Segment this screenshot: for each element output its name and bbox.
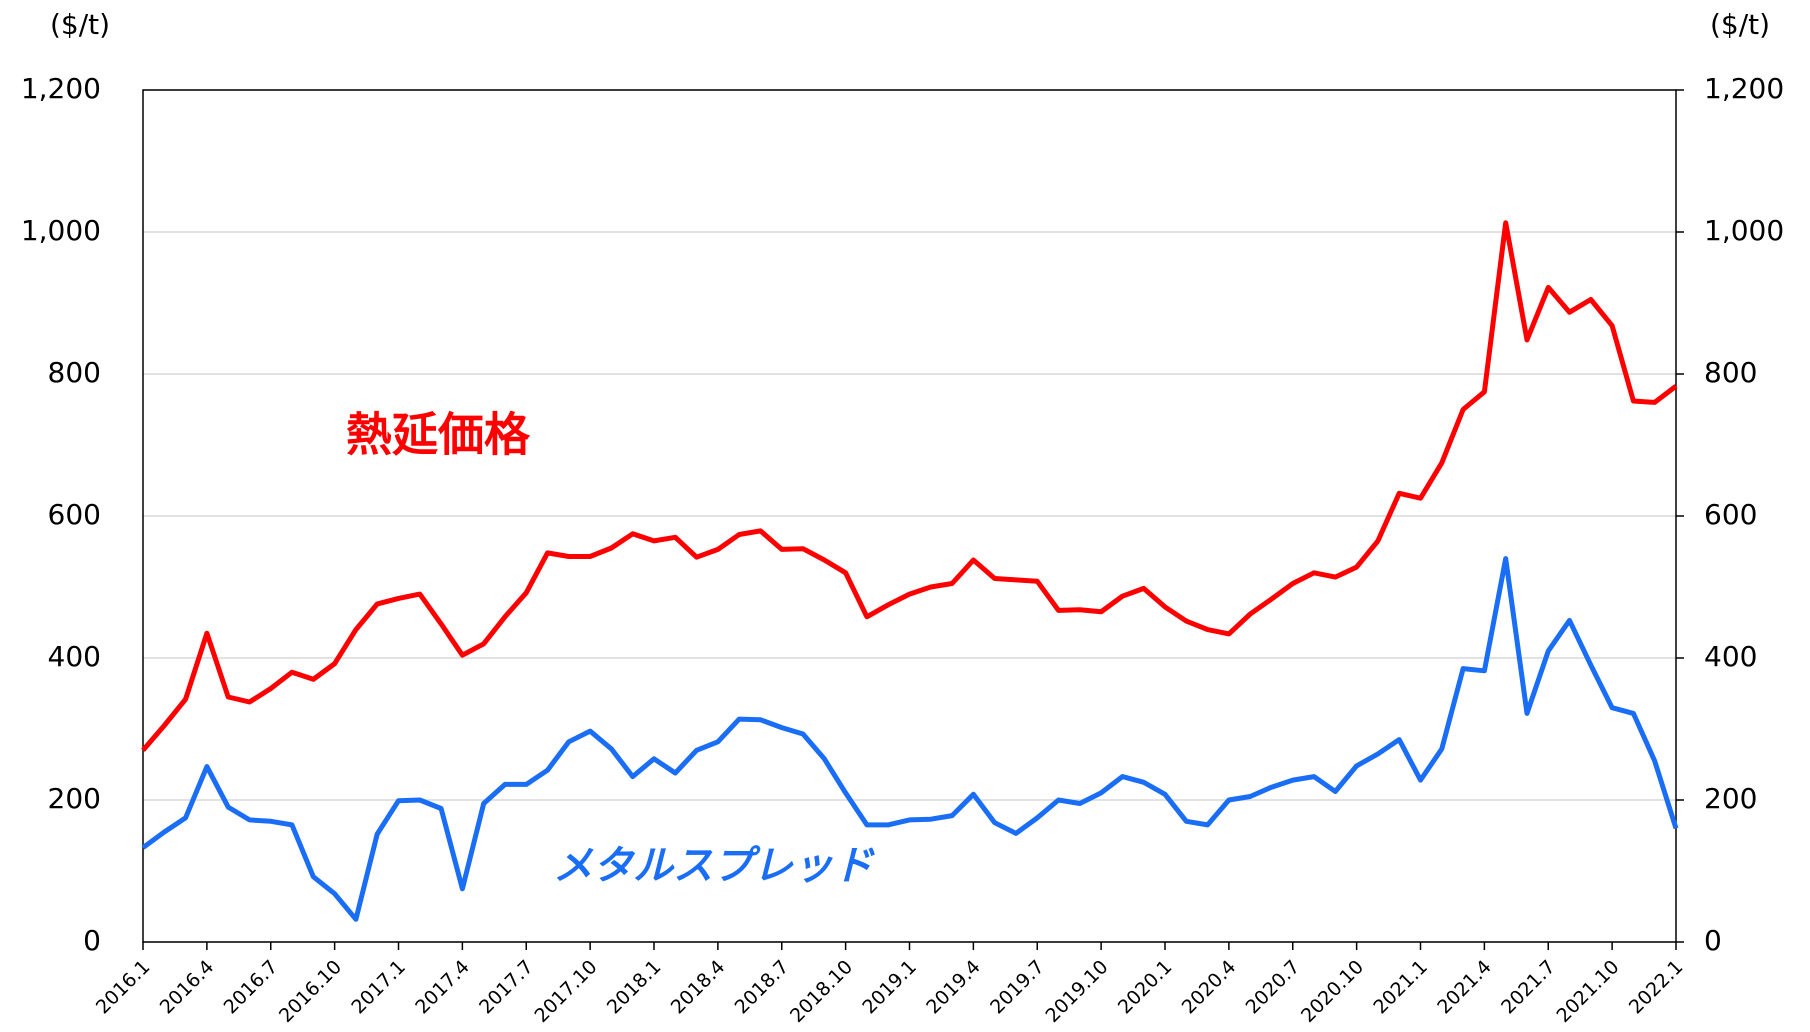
series-line: [141, 220, 1678, 752]
y-tick-label: 800: [48, 356, 101, 389]
x-tick-label: 2016.1: [92, 956, 155, 1019]
series-line: [141, 556, 1679, 922]
y2-unit: ($/t): [1710, 8, 1770, 41]
y-tick-label: 400: [48, 640, 101, 673]
y-tick-label: 1,200: [21, 72, 101, 105]
y-unit: ($/t): [50, 8, 110, 41]
y2-tick-label: 1,000: [1704, 214, 1784, 247]
y-tick-label: 600: [48, 498, 101, 531]
x-tick-label: 2022.1: [1625, 956, 1688, 1019]
x-tick-label: 2016.4: [156, 956, 219, 1019]
x-tick-label: 2020.7: [1242, 956, 1305, 1019]
x-tick-label: 2017.10: [530, 956, 601, 1027]
y2-tick-label: 600: [1704, 498, 1757, 531]
x-tick-label: 2016.10: [275, 956, 346, 1027]
x-tick-label: 2019.4: [922, 956, 985, 1019]
x-tick-label: 2018.1: [603, 956, 666, 1019]
annotation: 熱延価格: [346, 408, 531, 462]
x-tick-label: 2020.10: [1297, 956, 1368, 1027]
y-tick-label: 200: [48, 782, 101, 815]
y-tick-label: 0: [83, 924, 101, 957]
x-tick-label: 2018.7: [731, 956, 794, 1019]
x-tick-label: 2018.4: [667, 956, 730, 1019]
x-tick-label: 2021.1: [1369, 956, 1432, 1019]
x-tick-label: 2019.10: [1041, 956, 1112, 1027]
y2-tick-label: 400: [1704, 640, 1757, 673]
x-tick-label: 2021.10: [1552, 956, 1623, 1027]
x-tick-label: 2020.1: [1114, 956, 1177, 1019]
y2-tick-label: 0: [1704, 924, 1722, 957]
annotation: メタルスプレッド: [553, 843, 875, 889]
x-tick-label: 2017.4: [411, 956, 474, 1019]
x-tick-label: 2019.1: [858, 956, 921, 1019]
x-tick-label: 2016.7: [220, 956, 283, 1019]
y2-tick-label: 200: [1704, 782, 1757, 815]
y-tick-label: 1,000: [21, 214, 101, 247]
x-tick-label: 2018.10: [786, 956, 857, 1027]
x-tick-label: 2021.4: [1433, 956, 1496, 1019]
y2-tick-label: 800: [1704, 356, 1757, 389]
x-tick-label: 2021.7: [1497, 956, 1560, 1019]
x-tick-label: 2017.1: [347, 956, 410, 1019]
y2-tick-label: 1,200: [1704, 72, 1784, 105]
x-tick-label: 2020.4: [1178, 956, 1241, 1019]
x-tick-label: 2019.7: [986, 956, 1049, 1019]
x-tick-label: 2017.7: [475, 956, 538, 1019]
